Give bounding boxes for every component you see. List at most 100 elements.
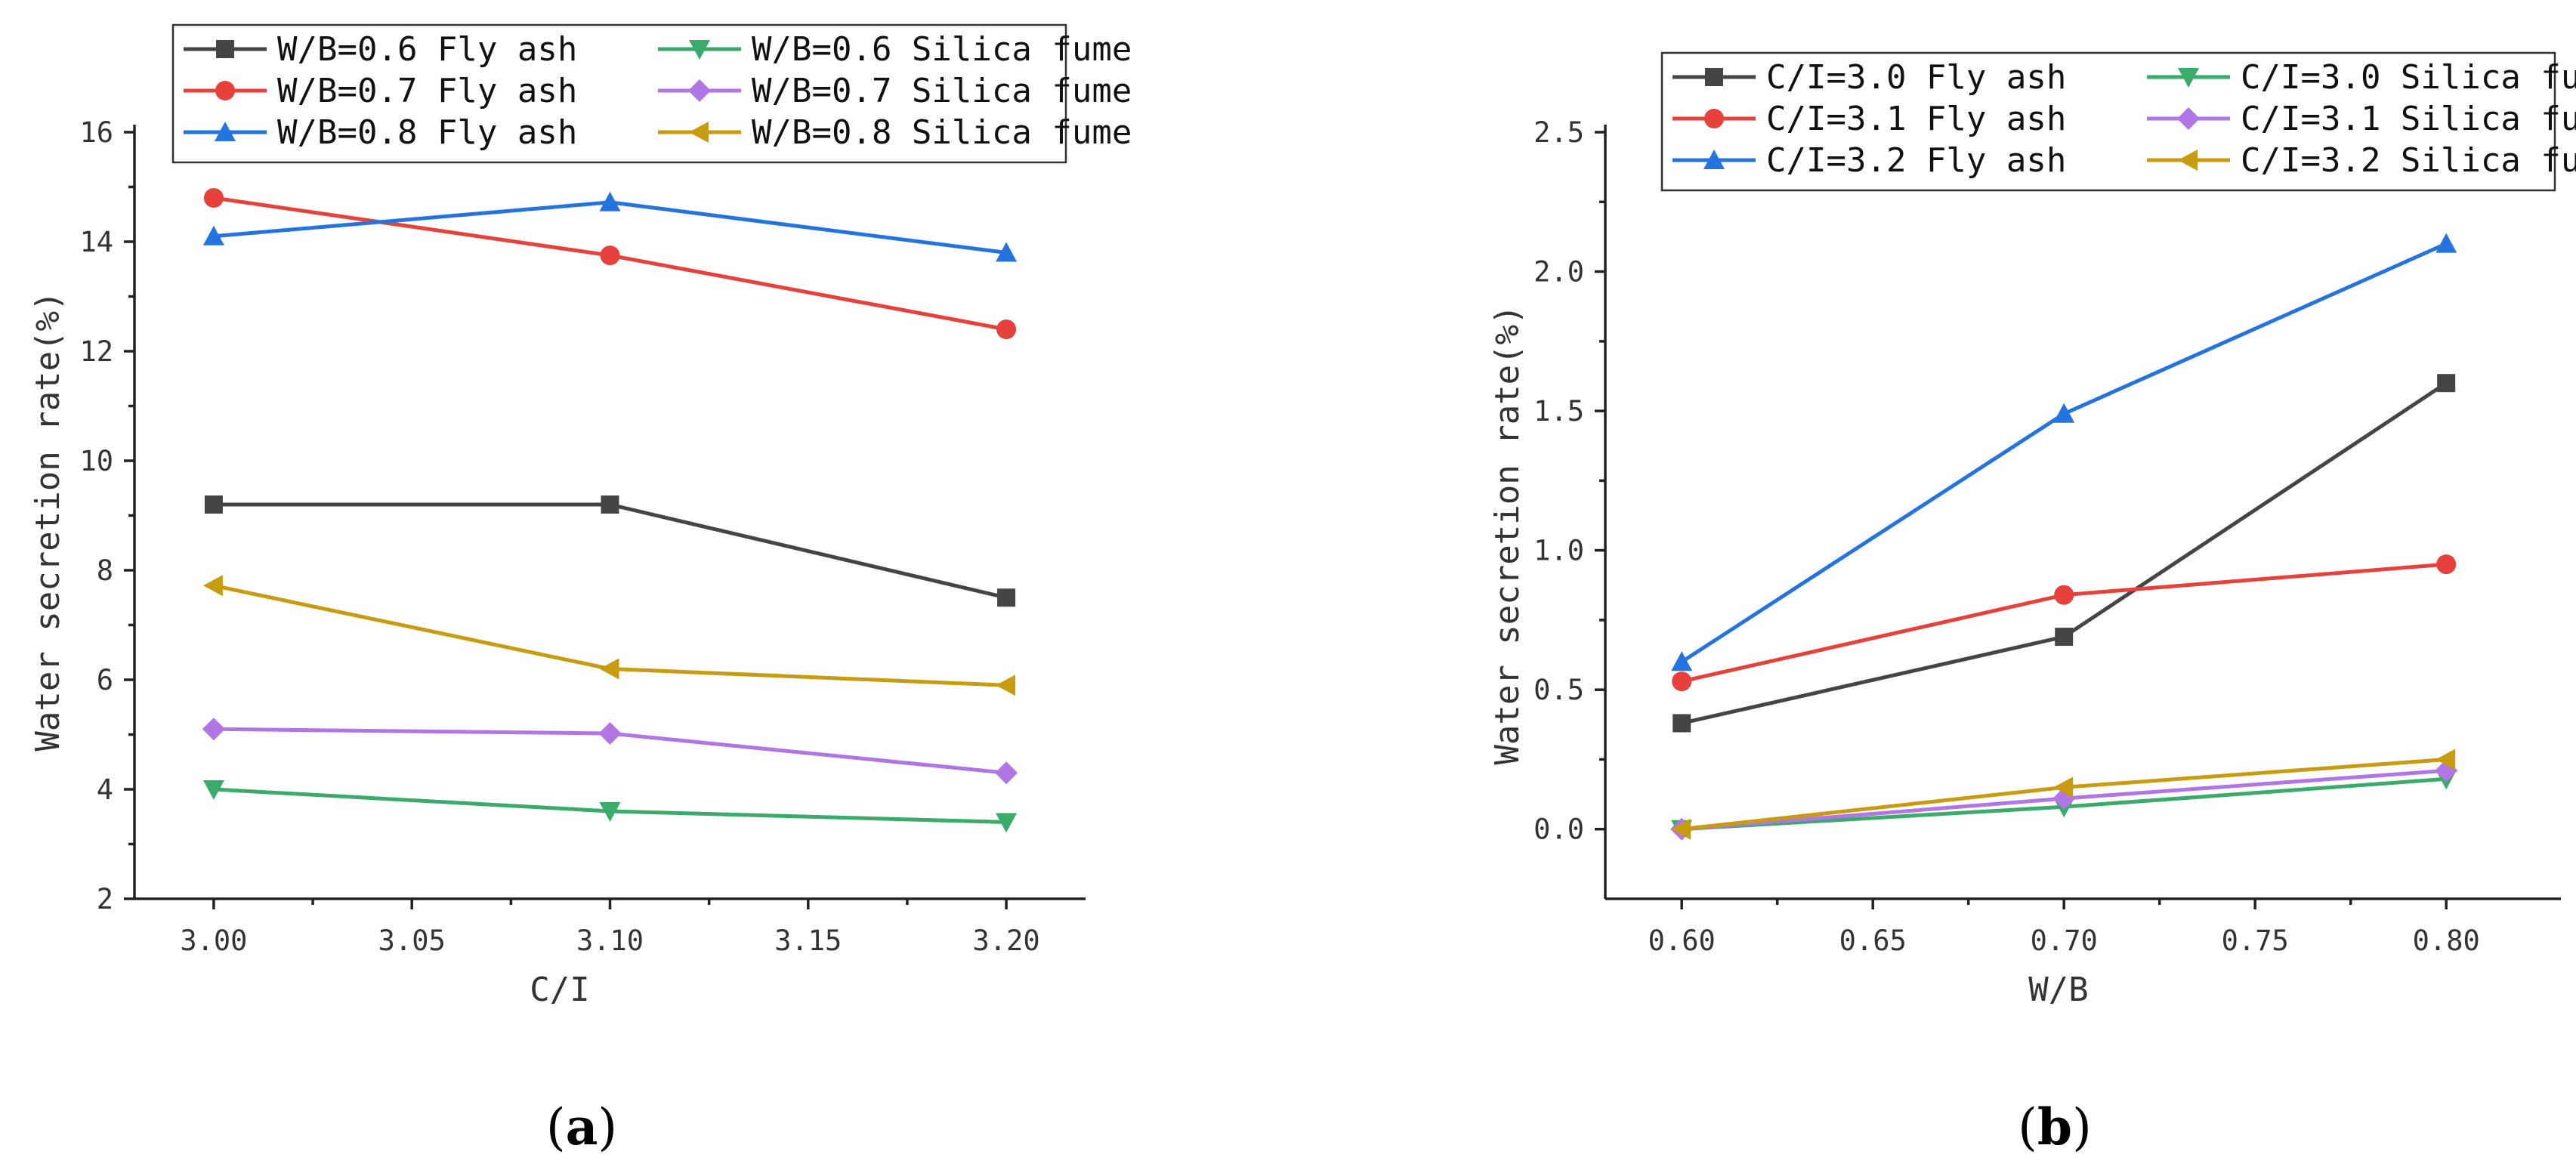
series-a-2 xyxy=(202,191,1018,262)
legend-label-a-4: W/B=0.7 Silica fume xyxy=(752,72,1132,110)
panel-label-b-letter: b xyxy=(2037,1097,2072,1156)
legend-marker-a-3 xyxy=(689,40,710,60)
data-point-a-1-2 xyxy=(996,319,1017,339)
data-point-a-2-1 xyxy=(599,191,621,211)
y-tick-label-b: 0.5 xyxy=(1534,674,1584,706)
data-point-a-3-0 xyxy=(202,780,224,800)
legend-marker-b-5 xyxy=(2178,150,2198,171)
y-tick-label-b: 0.0 xyxy=(1534,813,1584,846)
data-point-a-0-1 xyxy=(601,495,619,514)
legend-marker-b-2 xyxy=(1703,150,1725,169)
legend-entry-a-2: W/B=0.8 Fly ash xyxy=(184,113,577,152)
legend-entry-b-0: C/I=3.0 Fly ash xyxy=(1673,58,2066,97)
x-tick-label-b: 0.80 xyxy=(2413,925,2480,957)
legend-label-b-4: C/I=3.1 Silica fume xyxy=(2241,100,2576,138)
x-tick-label-a: 3.15 xyxy=(774,925,842,957)
data-point-a-5-2 xyxy=(996,674,1016,696)
x-tick-label-a: 3.05 xyxy=(378,925,446,957)
series-a-1 xyxy=(203,188,1017,339)
data-point-b-2-1 xyxy=(2053,403,2075,423)
series-a-5 xyxy=(202,575,1016,696)
legend-entry-a-4: W/B=0.7 Silica fume xyxy=(658,72,1132,110)
legend-marker-a-5 xyxy=(689,122,709,143)
y-tick-label-b: 2.0 xyxy=(1534,256,1584,289)
x-tick-label-b: 0.65 xyxy=(1839,925,1907,957)
legend-entry-b-3: C/I=3.0 Silica fume xyxy=(2147,58,2576,97)
legend-entry-a-5: W/B=0.8 Silica fume xyxy=(658,113,1132,152)
legend-entry-b-1: C/I=3.1 Fly ash xyxy=(1673,100,2066,138)
legend-marker-b-1 xyxy=(1704,109,1724,128)
chart-panel-a: 3.00 3.05 3.10 3.15 3.20 2 4 6 8 10 12 14 16 W/B=0.6… xyxy=(29,23,1132,1156)
data-point-a-3-1 xyxy=(599,802,621,822)
data-point-b-1-0 xyxy=(1672,671,1692,692)
legend-entry-a-1: W/B=0.7 Fly ash xyxy=(184,72,577,110)
series-b-5 xyxy=(1671,749,2456,840)
data-point-a-5-1 xyxy=(599,658,619,680)
series-line-a-0 xyxy=(213,502,1007,600)
data-point-b-1-1 xyxy=(2054,585,2074,605)
chart-panel-b: 0.60 0.65 0.70 0.75 0.80 0.0 0.5 1.0 1.5 2.0 2.5 C… xyxy=(1488,51,2576,1156)
legend-label-b-0: C/I=3.0 Fly ash xyxy=(1766,58,2066,97)
series-b-4 xyxy=(1670,759,2458,841)
y-tick-label-b: 2.5 xyxy=(1534,116,1584,149)
legend-label-b-1: C/I=3.1 Fly ash xyxy=(1766,100,2066,138)
data-point-b-0-0 xyxy=(1673,714,1691,733)
data-point-b-0-1 xyxy=(2055,628,2074,647)
legend-marker-a-1 xyxy=(215,81,235,100)
legend-label-b-2: C/I=3.2 Fly ash xyxy=(1766,141,2066,180)
data-point-a-3-2 xyxy=(996,813,1018,833)
legend-marker-a-2 xyxy=(215,122,236,141)
series-b-0 xyxy=(1673,374,2456,733)
data-point-b-0-2 xyxy=(2437,374,2456,393)
legend-label-a-3: W/B=0.6 Silica fume xyxy=(752,30,1132,69)
y-axis-title-a: Water secretion rate(%) xyxy=(29,291,67,751)
legend-label-a-0: W/B=0.6 Fly ash xyxy=(277,30,577,69)
x-tick-label-a: 3.00 xyxy=(180,925,247,957)
legend-label-a-2: W/B=0.8 Fly ash xyxy=(277,113,577,152)
series-line-b-0 xyxy=(1681,381,2448,725)
legend-marker-b-4 xyxy=(2177,107,2200,130)
x-axis-title-a: C/I xyxy=(530,971,589,1009)
legend-marker-a-4 xyxy=(688,79,711,102)
legend-label-b-5: C/I=3.2 Silica fume xyxy=(2241,141,2576,180)
data-point-a-4-2 xyxy=(995,761,1018,785)
y-tick-label-b: 1.5 xyxy=(1534,395,1584,428)
y-tick-label-a: 10 xyxy=(79,445,113,477)
data-point-a-5-0 xyxy=(202,575,223,597)
series-b-2 xyxy=(1671,233,2457,671)
y-tick-label-a: 14 xyxy=(79,226,113,258)
y-tick-label-a: 2 xyxy=(97,883,113,915)
series-layer-b xyxy=(1670,233,2458,841)
y-tick-label-a: 8 xyxy=(97,554,113,587)
legend-label-a-1: W/B=0.7 Fly ash xyxy=(277,72,577,110)
x-axis-title-b: W/B xyxy=(2028,971,2088,1009)
legend-entry-b-4: C/I=3.1 Silica fume xyxy=(2147,100,2576,138)
x-tick-label-b: 0.75 xyxy=(2222,925,2289,957)
axes-b: 0.60 0.65 0.70 0.75 0.80 0.0 0.5 1.0 1.5 2.0 2.5 xyxy=(1534,116,2561,957)
y-tick-label-a: 12 xyxy=(79,335,113,368)
data-point-b-5-0 xyxy=(1671,818,1691,840)
x-tick-label-a: 3.20 xyxy=(973,925,1040,957)
legend-marker-b-0 xyxy=(1705,68,1723,86)
series-b-1 xyxy=(1672,554,2457,692)
legend-entry-b-2: C/I=3.2 Fly ash xyxy=(1673,141,2066,180)
series-layer-a xyxy=(202,188,1018,833)
panel-label-a: (a) xyxy=(546,1097,617,1156)
legend-box-a xyxy=(171,23,1067,164)
legend-label-a-5: W/B=0.8 Silica fume xyxy=(752,113,1132,152)
data-point-a-2-2 xyxy=(996,242,1018,262)
y-tick-label-a: 4 xyxy=(97,773,113,806)
legend-entry-b-5: C/I=3.2 Silica fume xyxy=(2147,141,2576,180)
panel-label-a-letter: a xyxy=(566,1097,598,1156)
x-tick-label-b: 0.70 xyxy=(2031,925,2098,957)
data-point-a-4-1 xyxy=(598,722,622,745)
data-point-a-0-2 xyxy=(997,588,1016,607)
y-tick-label-a: 6 xyxy=(97,664,113,696)
data-point-b-1-2 xyxy=(2436,554,2457,575)
y-tick-label-a: 16 xyxy=(79,116,113,149)
data-point-a-1-1 xyxy=(600,245,620,266)
legend-label-b-3: C/I=3.0 Silica fume xyxy=(2241,58,2576,97)
